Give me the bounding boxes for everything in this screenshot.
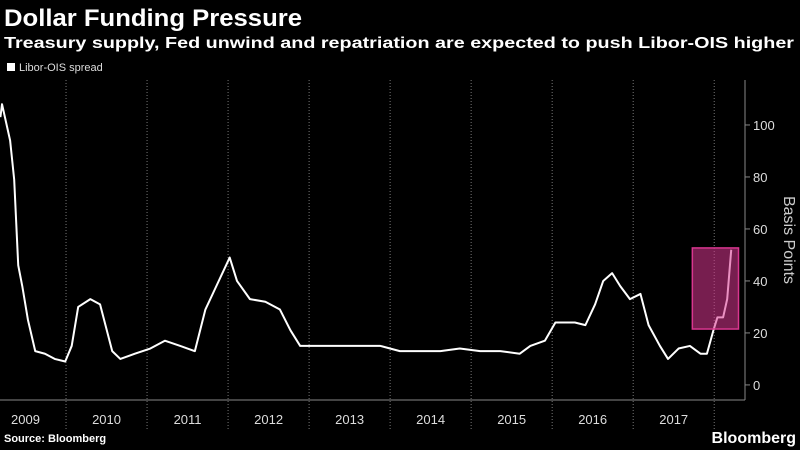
x-tick-label: 2015 — [497, 412, 526, 427]
x-tick-label: 2017 — [659, 412, 688, 427]
x-tick-label: 2009 — [11, 412, 40, 427]
x-tick-label: 2010 — [92, 412, 121, 427]
legend-label: Libor-OIS spread — [19, 62, 103, 74]
x-tick-label: 2014 — [416, 412, 445, 427]
x-tick-label: 2012 — [254, 412, 283, 427]
y-axis-label: Basis Points — [780, 196, 797, 284]
y-tick-label: 80 — [753, 170, 767, 185]
y-tick-label: 0 — [753, 378, 760, 393]
x-tick-label: 2013 — [335, 412, 364, 427]
chart-subtitle: Treasury supply, Fed unwind and repatria… — [4, 35, 794, 52]
highlight-box — [691, 247, 740, 330]
y-tick-label: 40 — [753, 274, 767, 289]
x-tick-label: 2011 — [174, 412, 202, 427]
x-tick-label: 2016 — [578, 412, 607, 427]
y-tick-label: 60 — [753, 222, 767, 237]
source: Source: Bloomberg — [4, 433, 106, 445]
y-tick-label: 20 — [753, 326, 767, 341]
y-tick-label: 100 — [753, 118, 775, 133]
series-line — [0, 103, 733, 363]
legend-swatch — [7, 63, 15, 71]
chart-title: Dollar Funding Pressure — [4, 5, 302, 32]
brand: Bloomberg — [712, 430, 796, 447]
